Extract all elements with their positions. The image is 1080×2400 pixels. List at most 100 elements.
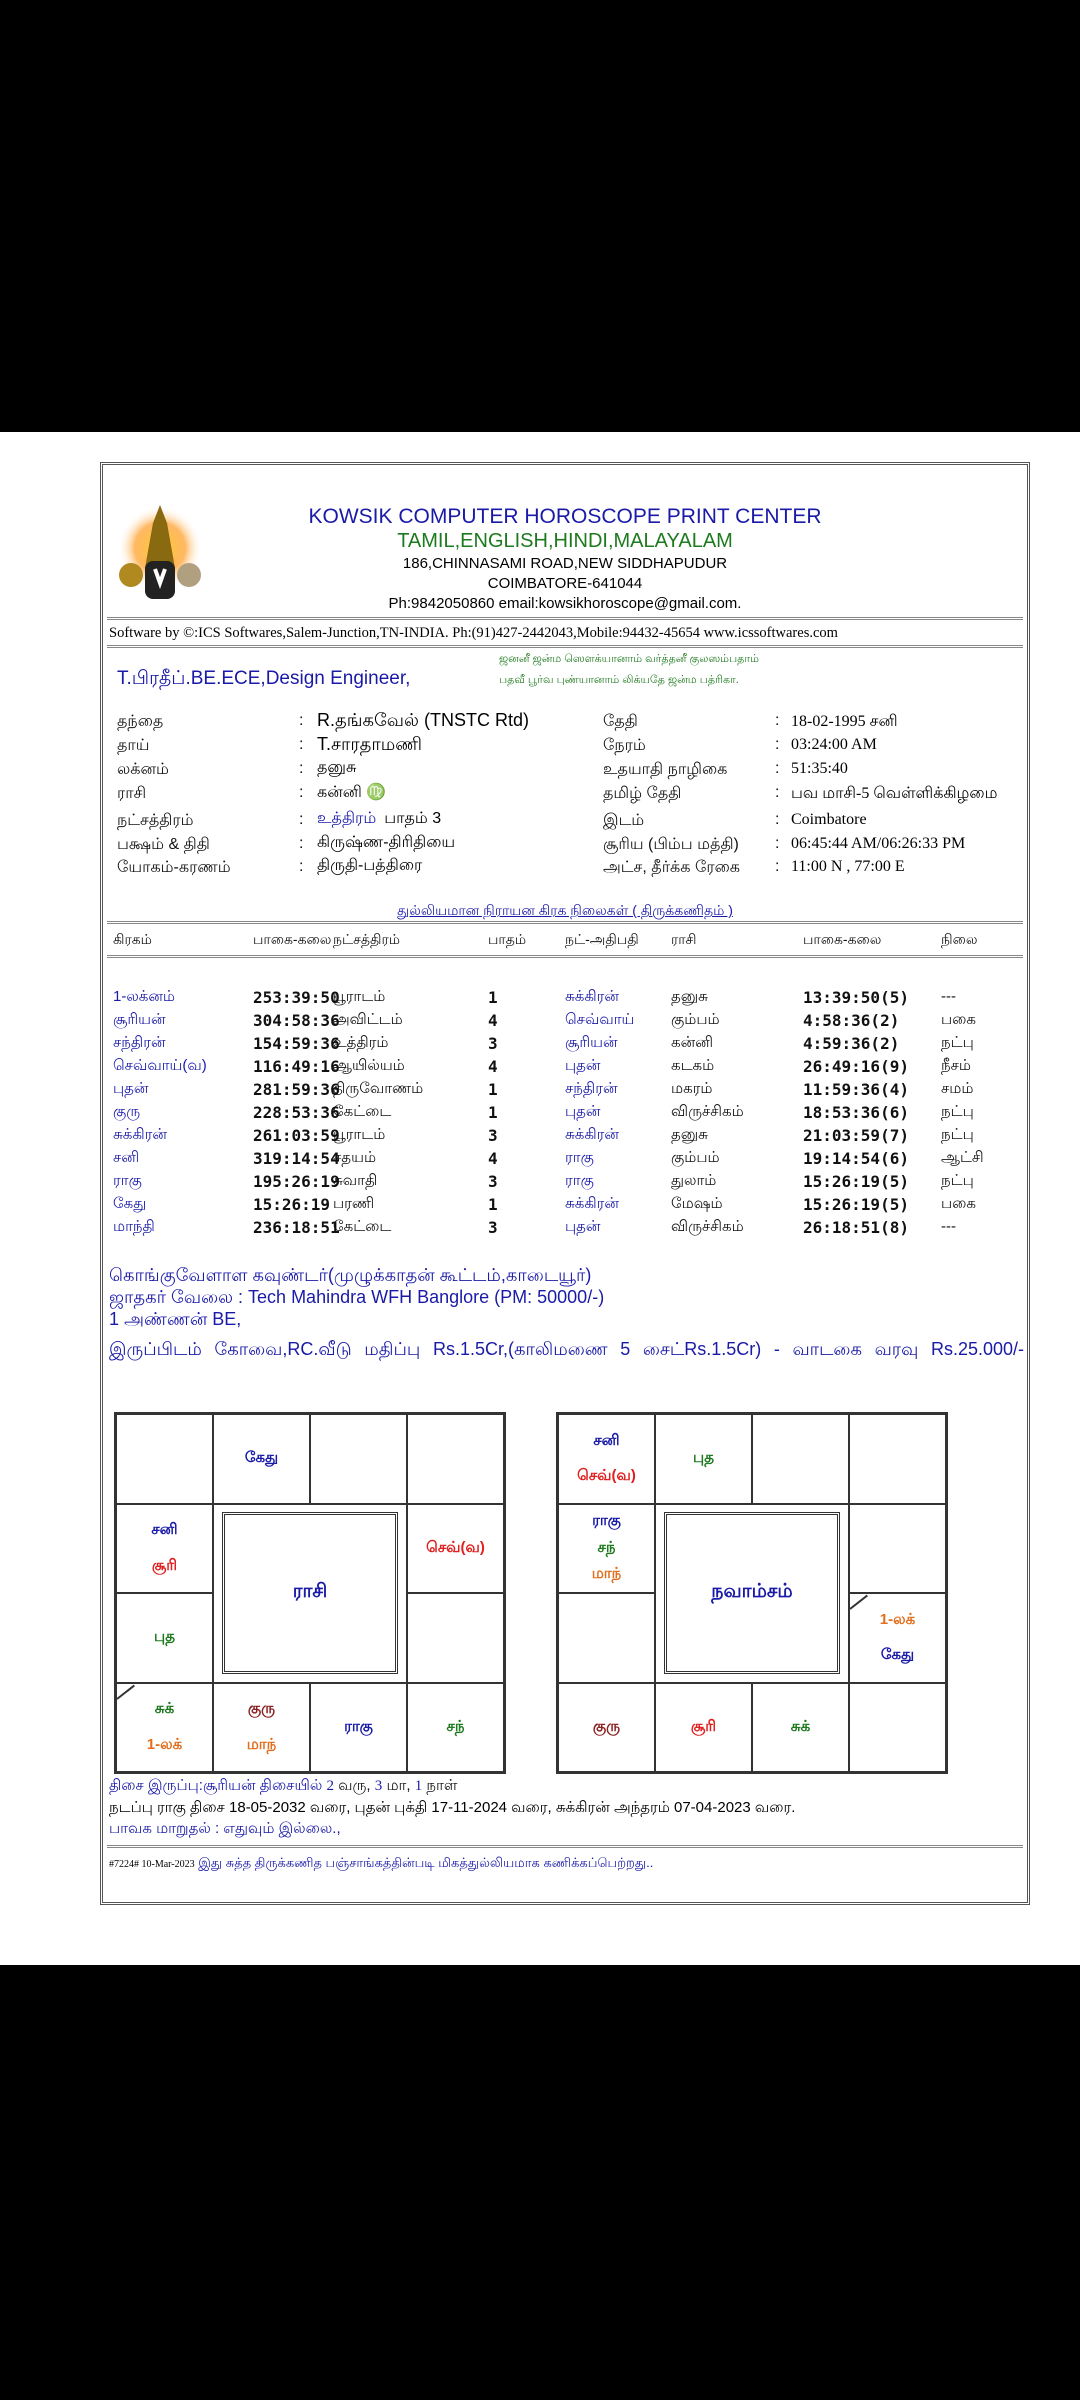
table-cell: கடகம்	[671, 1057, 715, 1074]
chart-house: சுக் 1-லக்	[116, 1682, 213, 1772]
chart-house: சூரி	[655, 1682, 752, 1772]
detail-label: பக்ஷம் & திதி	[117, 836, 210, 853]
contact: Ph:9842050860 email:kowsikhoroscope@gmai…	[388, 595, 742, 612]
planet-label: சனி	[593, 1431, 620, 1449]
center-title: KOWSIK COMPUTER HOROSCOPE PRINT CENTER	[308, 505, 822, 528]
detail-value-text: கன்னி ♍	[317, 784, 387, 801]
table-cell: 4	[488, 1011, 498, 1030]
dasa-balance: திசை இருப்பு:சூரியன் திசையில் 2 வரு, 3 ம…	[109, 1777, 457, 1796]
divider	[107, 645, 1023, 648]
table-cell: 281:59:36	[253, 1080, 340, 1099]
languages: TAMIL,ENGLISH,HINDI,MALAYALAM	[397, 530, 733, 552]
table-cell: 4:58:36(2)	[803, 1011, 900, 1030]
table-cell: 18:53:36(6)	[803, 1103, 909, 1122]
colon: :	[299, 811, 304, 828]
table-cell: மகரம்	[671, 1080, 713, 1097]
chart-house	[849, 1682, 946, 1772]
planet-label: மாந்	[246, 1735, 277, 1753]
months-label: மா,	[386, 1777, 411, 1794]
page: KOWSIK COMPUTER HOROSCOPE PRINT CENTER T…	[0, 432, 1080, 1965]
chart-house: சந்	[407, 1682, 504, 1772]
navamsam-chart: சனி செவ்(வ) புத ராகு சந் மாந் 1-லக் கேது குரு சூர…	[556, 1412, 948, 1774]
table-cell: ராகு	[113, 1172, 142, 1189]
table-cell: 4	[488, 1149, 498, 1168]
detail-label: தேதி	[603, 713, 638, 730]
colon: :	[299, 858, 304, 875]
table-cell: 1-லக்னம்	[113, 988, 175, 1005]
table-cell: விருச்சிகம்	[671, 1103, 744, 1120]
years-label: வரு,	[338, 1777, 371, 1794]
colon: :	[775, 712, 780, 729]
table-cell: ராகு	[565, 1149, 594, 1166]
chart-house: குரு	[558, 1682, 655, 1772]
column-header: பாகை-கலை	[253, 931, 332, 947]
detail-label: தமிழ் தேதி	[603, 785, 682, 802]
table-cell: 3	[488, 1172, 498, 1191]
dasa-balance-label: திசை இருப்பு:சூரியன் திசையில்	[109, 1777, 323, 1794]
table-cell: 15:26:19(5)	[803, 1195, 909, 1214]
table-cell: மேஷம்	[671, 1195, 723, 1212]
mantra-line-2: பதவீ பூர்வ புண்யானாம் லிக்யதே ஜன்ம பத்ரி…	[499, 674, 739, 686]
table-cell: சந்திரன்	[113, 1034, 166, 1051]
table-cell: 1	[488, 1195, 498, 1214]
software-credit: Software by ©:ICS Softwares,Salem-Juncti…	[109, 625, 838, 641]
table-cell: கும்பம்	[671, 1011, 720, 1028]
colon: :	[299, 835, 304, 852]
table-cell: புதன்	[113, 1080, 149, 1097]
table-cell: சதயம்	[333, 1149, 377, 1166]
table-cell: 195:26:19	[253, 1172, 340, 1191]
colon: :	[299, 736, 304, 753]
table-cell: புதன்	[565, 1218, 601, 1235]
table-cell: ராகு	[565, 1172, 594, 1189]
table-cell: ---	[941, 988, 956, 1005]
colon: :	[775, 760, 780, 777]
table-row: குரு 228:53:36 கேட்டை 1 புதன் விருச்சிகம் 18:5…	[103, 1103, 1023, 1125]
table-cell: பூராடம்	[333, 988, 386, 1005]
table-cell: அவிட்டம்	[333, 1011, 403, 1028]
column-header: நட்சத்திரம்	[333, 931, 400, 947]
table-cell: சுக்கிரன்	[565, 988, 619, 1005]
planet-label: குரு	[592, 1717, 621, 1735]
chart-center: ராசி	[213, 1503, 407, 1683]
planet-label: சூரி	[690, 1717, 717, 1735]
table-cell: 154:59:36	[253, 1034, 340, 1053]
chart-house: சனி சூரி	[116, 1503, 213, 1593]
chart-house: சனி செவ்(வ)	[558, 1414, 655, 1504]
detail-value-text: R.தங்கவேல் (TNSTC Rtd)	[317, 710, 529, 730]
current-dasa: நடப்பு ராகு திசை 18-05-2032 வரை, புதன் ப…	[109, 1799, 796, 1816]
table-cell: 15:26:19	[253, 1195, 331, 1214]
table-cell: ஆயில்யம்	[333, 1057, 405, 1074]
chart-house	[558, 1593, 655, 1683]
detail-label: ராசி	[117, 785, 147, 802]
detail-value: 51:35:40	[791, 760, 848, 777]
chart-house: ராகு	[310, 1682, 407, 1772]
table-row: 1-லக்னம் 253:39:50 பூராடம் 1 சுக்கிரன் தனுசு 1…	[103, 988, 1023, 1010]
table-cell: 11:59:36(4)	[803, 1080, 909, 1099]
planet-label: 1-லக்	[146, 1735, 183, 1753]
mantra-line-1: ஜனனீ ஜன்ம ஸௌக்யானாம் வர்த்தனீ குலஸம்பதாம…	[499, 653, 759, 665]
chart-house	[752, 1414, 849, 1504]
detail-value: தனுசு	[317, 758, 356, 778]
table-cell: பரணி	[333, 1195, 375, 1212]
chart-house	[849, 1503, 946, 1593]
table-cell: 4:59:36(2)	[803, 1034, 900, 1053]
chart-house: கேது	[213, 1414, 310, 1504]
table-cell: ---	[941, 1218, 956, 1235]
chart-house: புத	[655, 1414, 752, 1504]
colon: :	[775, 835, 780, 852]
divider	[107, 921, 1023, 924]
planet-label: 1-லக்	[879, 1610, 916, 1628]
chart-center: நவாம்சம்	[655, 1503, 849, 1683]
planet-table-title: துல்லியமான நிராயன கிரக நிலைகள் ( திருக்க…	[397, 902, 733, 918]
chart-house: செவ்(வ)	[407, 1503, 504, 1593]
table-cell: சுக்கிரன்	[113, 1126, 167, 1143]
table-cell: உத்திரம்	[333, 1034, 389, 1051]
detail-label: தந்தை	[117, 713, 164, 730]
table-row: சுக்கிரன் 261:03:59 பூராடம் 3 சுக்கிரன் தனுசு…	[103, 1126, 1023, 1148]
colon: :	[775, 858, 780, 875]
column-header: கிரகம்	[113, 931, 152, 947]
detail-value-text: கிருஷ்ண-திரிதியை	[317, 834, 456, 851]
planet-label: செவ்(வ)	[426, 1538, 485, 1556]
table-cell: 26:18:51(8)	[803, 1218, 909, 1237]
detail-value: R.தங்கவேல் (TNSTC Rtd)	[317, 710, 529, 733]
